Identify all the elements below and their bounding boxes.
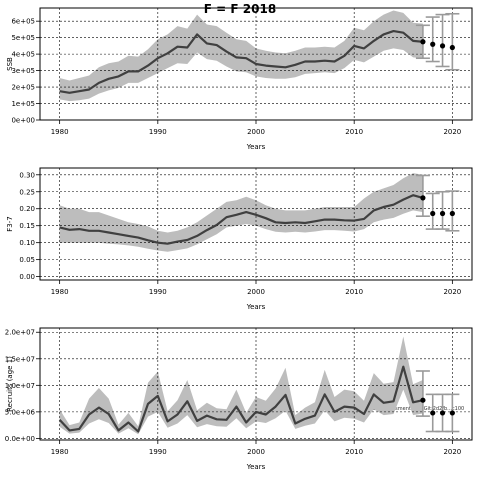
ssb-y-tick-label: 4e+05 (11, 51, 35, 59)
ssb-x-tick-label: 2010 (345, 128, 363, 136)
f-forecast-point (430, 210, 436, 217)
recruitment-estimate-line (58, 365, 424, 433)
f-y-tick-label: 0.15 (19, 222, 35, 230)
recruitment-x-axis-label: Years (246, 463, 266, 471)
ssb-confidence-band (59, 10, 423, 102)
f-y-tick-label: 0.25 (19, 188, 35, 196)
f-forecast-point (420, 195, 426, 201)
recruitment-x-tick-label: 2000 (247, 448, 265, 456)
ssb-x-tick-label: 1980 (51, 128, 69, 136)
recruitment-y-axis-label: Recruits (age 1) (6, 356, 14, 412)
ssb-y-tick-label: 2e+05 (11, 84, 35, 92)
f-forecast-point (449, 210, 455, 217)
f-x-axis-label: Years (246, 303, 266, 311)
f-x-tick-label: 1990 (149, 288, 167, 296)
ssb-forecast-point (449, 44, 455, 51)
f-estimate-line (59, 194, 424, 245)
figure-title: F = F 2018 (204, 2, 276, 16)
recruitment-forecast-point (420, 397, 426, 403)
ssb-x-tick-label: 2020 (443, 128, 461, 136)
ssb-x-tick-label: 1990 (149, 128, 167, 136)
recruitment-y-tick-label: 1.0e+07 (5, 382, 35, 390)
recruitment-forecast-point (430, 410, 436, 416)
ssb-y-tick-label: 1e+05 (11, 100, 35, 108)
ssb-y-tick-label: 6e+05 (11, 18, 35, 26)
f-panel: 1980 1990 2000 2010 2020 0.00 0.05 0.10 0.15 0.20… (6, 167, 473, 311)
ssb-panel: 1980 1990 2000 2010 2020 0e+00 1e+05 2e+05 3e+05… (6, 7, 473, 151)
recruitment-x-tick-label: 1980 (51, 448, 69, 456)
f-x-tick-label: 2010 (345, 288, 363, 296)
f-y-tick-label: 0.05 (19, 256, 35, 264)
f-forecast-point (439, 210, 446, 217)
ssb-forecast-point (430, 41, 436, 47)
recruitment-forecast-point (439, 410, 446, 416)
f-y-tick-label: 0.00 (19, 273, 35, 281)
ssb-forecast-point (420, 39, 426, 45)
recruitment-forecast-point (449, 410, 455, 416)
ssb-y-axis-label: SSB (6, 57, 14, 71)
f-x-tick-label: 2000 (247, 288, 265, 296)
ssb-forecast-point (439, 43, 446, 49)
recruitment-y-tick-label: 1.5e+07 (5, 355, 35, 363)
recruitment-y-tick-label: 2.0e+07 (5, 329, 35, 337)
recruitment-x-tick-label: 2020 (443, 448, 461, 456)
f-y-tick-label: 0.30 (19, 171, 35, 179)
chart-panels: 1980 1990 2000 2010 2020 0e+00 1e+05 2e+05 3e+05… (5, 7, 473, 471)
ssb-y-tick-label: 0e+00 (11, 117, 35, 125)
ssb-x-axis-label: Years (246, 143, 266, 151)
recruitment-x-tick-label: 1990 (149, 448, 167, 456)
f-y-tick-label: 0.20 (19, 205, 35, 213)
ssb-y-tick-label: 3e+05 (11, 67, 35, 75)
f-y-tick-label: 0.10 (19, 239, 35, 247)
f-x-tick-label: 1980 (51, 288, 69, 296)
ssb-y-tick-label: 5e+05 (11, 34, 35, 42)
recruitment-y-tick-label: 5.0e+06 (5, 408, 36, 416)
ssb-estimate-line (59, 30, 424, 94)
recruitment-y-tick-label: 0.0e+00 (5, 435, 35, 443)
f-x-tick-label: 2020 (443, 288, 461, 296)
recruitment-x-tick-label: 2010 (345, 448, 363, 456)
f-y-axis-label: F3-7 (6, 216, 14, 231)
recruitment-panel: 1980 1990 2000 2010 2020 0.0e+00 5.0e+06 1.0e+0… (5, 327, 473, 471)
ssb-x-tick-label: 2000 (247, 128, 265, 136)
